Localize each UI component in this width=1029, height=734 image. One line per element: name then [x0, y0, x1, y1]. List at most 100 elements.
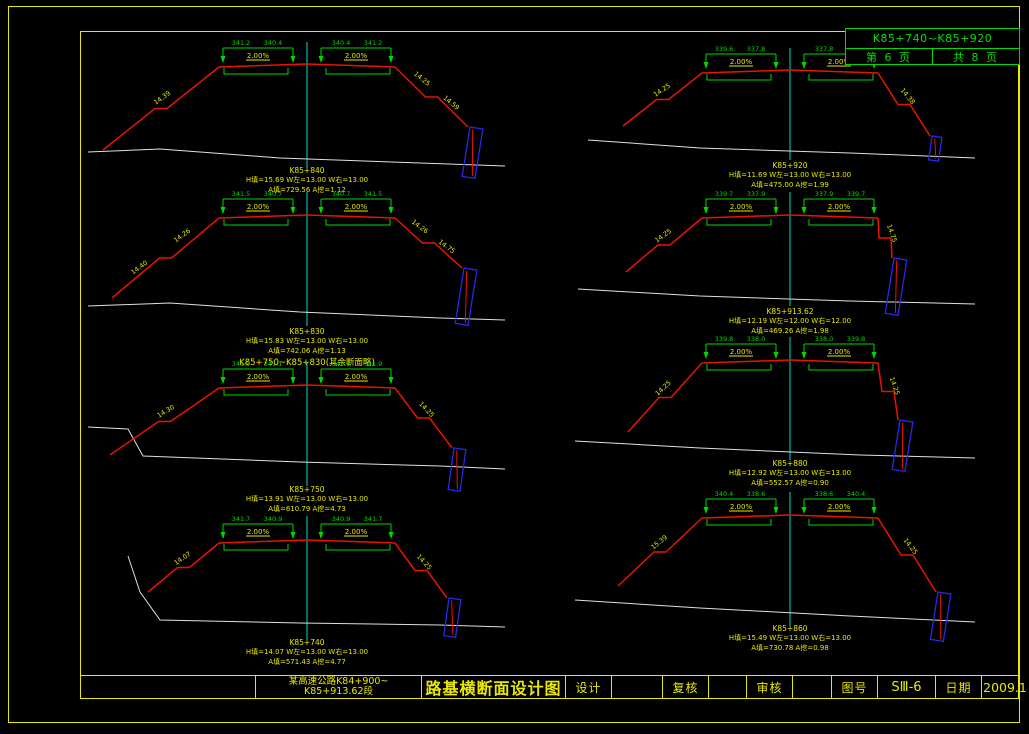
dim-arrow-icon — [773, 352, 779, 359]
road-surface — [701, 514, 879, 519]
elevation-label: 341.7 — [364, 515, 383, 523]
dim-arrow-icon — [801, 207, 807, 214]
station-label: K85+860 — [772, 624, 807, 633]
pavement-bracket — [706, 74, 772, 81]
left-slope — [109, 387, 220, 456]
dim-arrow-icon — [801, 507, 807, 514]
area-label: A填=475.00 A挖=1.99 — [751, 180, 829, 189]
elevation-label: 341.9 — [364, 360, 383, 368]
elevation-label: 337.8 — [747, 45, 766, 53]
side-ditch — [454, 267, 478, 327]
cross-section-K85+913.62: 339.7 337.9 337.9 339.72.00% 2.00%14.25 14.75… — [577, 190, 976, 335]
dim-arrow-icon — [703, 352, 709, 359]
inner-border — [80, 31, 1019, 699]
elevation-label: 341.7 — [232, 515, 251, 523]
dim-arrow-icon — [290, 532, 296, 539]
height-width-label: H填=11.69 W左=13.00 W右=13.00 — [729, 170, 851, 179]
road-surface — [218, 214, 396, 219]
dim-arrow-icon — [388, 56, 394, 63]
elevation-label: 341.9 — [232, 360, 251, 368]
elevation-label: 340.4 — [264, 39, 283, 47]
dim-arrow-icon — [388, 207, 394, 214]
review-label: 复核 — [663, 676, 709, 698]
pavement-bracket — [325, 389, 391, 396]
area-label: A填=742.06 A挖=1.13 — [268, 346, 346, 355]
elevation-label: 337.8 — [815, 45, 834, 53]
ground-line — [87, 302, 506, 321]
ground-line — [587, 139, 976, 159]
station-range: K85+740~K85+920 — [846, 29, 1019, 49]
dim-arrow-icon — [220, 377, 226, 384]
pavement-bracket — [808, 364, 874, 371]
dim-arrow-icon — [801, 352, 807, 359]
station-label: K85+880 — [772, 459, 807, 468]
dim-arrow-icon — [220, 207, 226, 214]
grade-label-right: 2.00% — [345, 528, 368, 536]
project-name-line1: 某高速公路K84+900~ — [288, 676, 389, 687]
area-label: A填=610.79 A挖=4.73 — [268, 504, 346, 513]
right-slope — [877, 517, 937, 593]
pavement-bracket — [706, 219, 772, 226]
ground-line — [574, 440, 976, 459]
area-label: A填=730.78 A挖=0.98 — [751, 643, 829, 652]
station-label: K85+830 — [289, 327, 324, 336]
road-surface — [218, 63, 396, 68]
pavement-bracket — [325, 544, 391, 551]
side-ditch — [461, 126, 484, 180]
page-current: 第 6 页 — [846, 49, 933, 65]
road-surface — [218, 539, 396, 544]
review-value-cell — [709, 676, 747, 698]
right-slope — [394, 387, 453, 449]
ground-line — [577, 288, 976, 305]
dim-arrow-icon — [388, 377, 394, 384]
cross-section-K85+750: 341.9 341.1 341.1 341.92.00% 2.00%14.30 14.25… — [87, 360, 506, 513]
pavement-bracket — [808, 74, 874, 81]
grade-label-right: 2.00% — [828, 348, 851, 356]
dim-arrow-icon — [318, 207, 324, 214]
pavement-bracket — [706, 519, 772, 526]
elevation-label: 340.4 — [715, 490, 734, 498]
elevation-label: 341.5 — [232, 190, 251, 198]
elevation-label: 340.7 — [264, 190, 283, 198]
dim-arrow-icon — [773, 507, 779, 514]
elevation-label: 341.1 — [264, 360, 283, 368]
dim-arrow-icon — [703, 62, 709, 69]
side-ditch — [447, 447, 467, 492]
dim-arrow-icon — [290, 56, 296, 63]
right-slope — [394, 217, 463, 269]
elevation-label: 337.9 — [815, 190, 834, 198]
grade-label-right: 2.00% — [828, 503, 851, 511]
cross-section-K85+740: 341.7 340.9 340.9 341.72.00% 2.00%14.07 14.25… — [127, 515, 506, 666]
outer-border — [8, 6, 1020, 723]
station-label: K85+750 — [289, 485, 324, 494]
grade-label-left: 2.00% — [247, 373, 270, 381]
grade-label-right: 2.00% — [828, 203, 851, 211]
grade-label-right: 2.00% — [345, 373, 368, 381]
station-label: K85+920 — [772, 161, 807, 170]
dim-arrow-icon — [871, 352, 877, 359]
elevation-label: 340.4 — [847, 490, 866, 498]
dim-arrow-icon — [220, 532, 226, 539]
page-number-box: K85+740~K85+920 第 6 页 共 8 页 — [845, 28, 1020, 65]
left-slope — [625, 217, 703, 273]
audit-value-cell — [793, 676, 832, 698]
right-slope — [877, 217, 893, 259]
left-slope — [111, 217, 220, 299]
project-name-line2: K85+913.62段 — [303, 686, 374, 697]
audit-label: 审核 — [747, 676, 793, 698]
grade-label-left: 2.00% — [730, 348, 753, 356]
elevation-label: 341.2 — [232, 39, 251, 47]
road-surface — [701, 69, 879, 74]
design-label: 设计 — [566, 676, 612, 698]
dim-arrow-icon — [871, 207, 877, 214]
title-bar-empty-cell — [81, 676, 256, 698]
road-surface — [218, 384, 396, 389]
dim-arrow-icon — [318, 377, 324, 384]
dim-arrow-icon — [703, 507, 709, 514]
elevation-label: 340.9 — [264, 515, 283, 523]
grade-label-left: 2.00% — [247, 528, 270, 536]
elevation-label: 339.8 — [715, 335, 734, 343]
date-label: 日期 — [936, 676, 982, 698]
